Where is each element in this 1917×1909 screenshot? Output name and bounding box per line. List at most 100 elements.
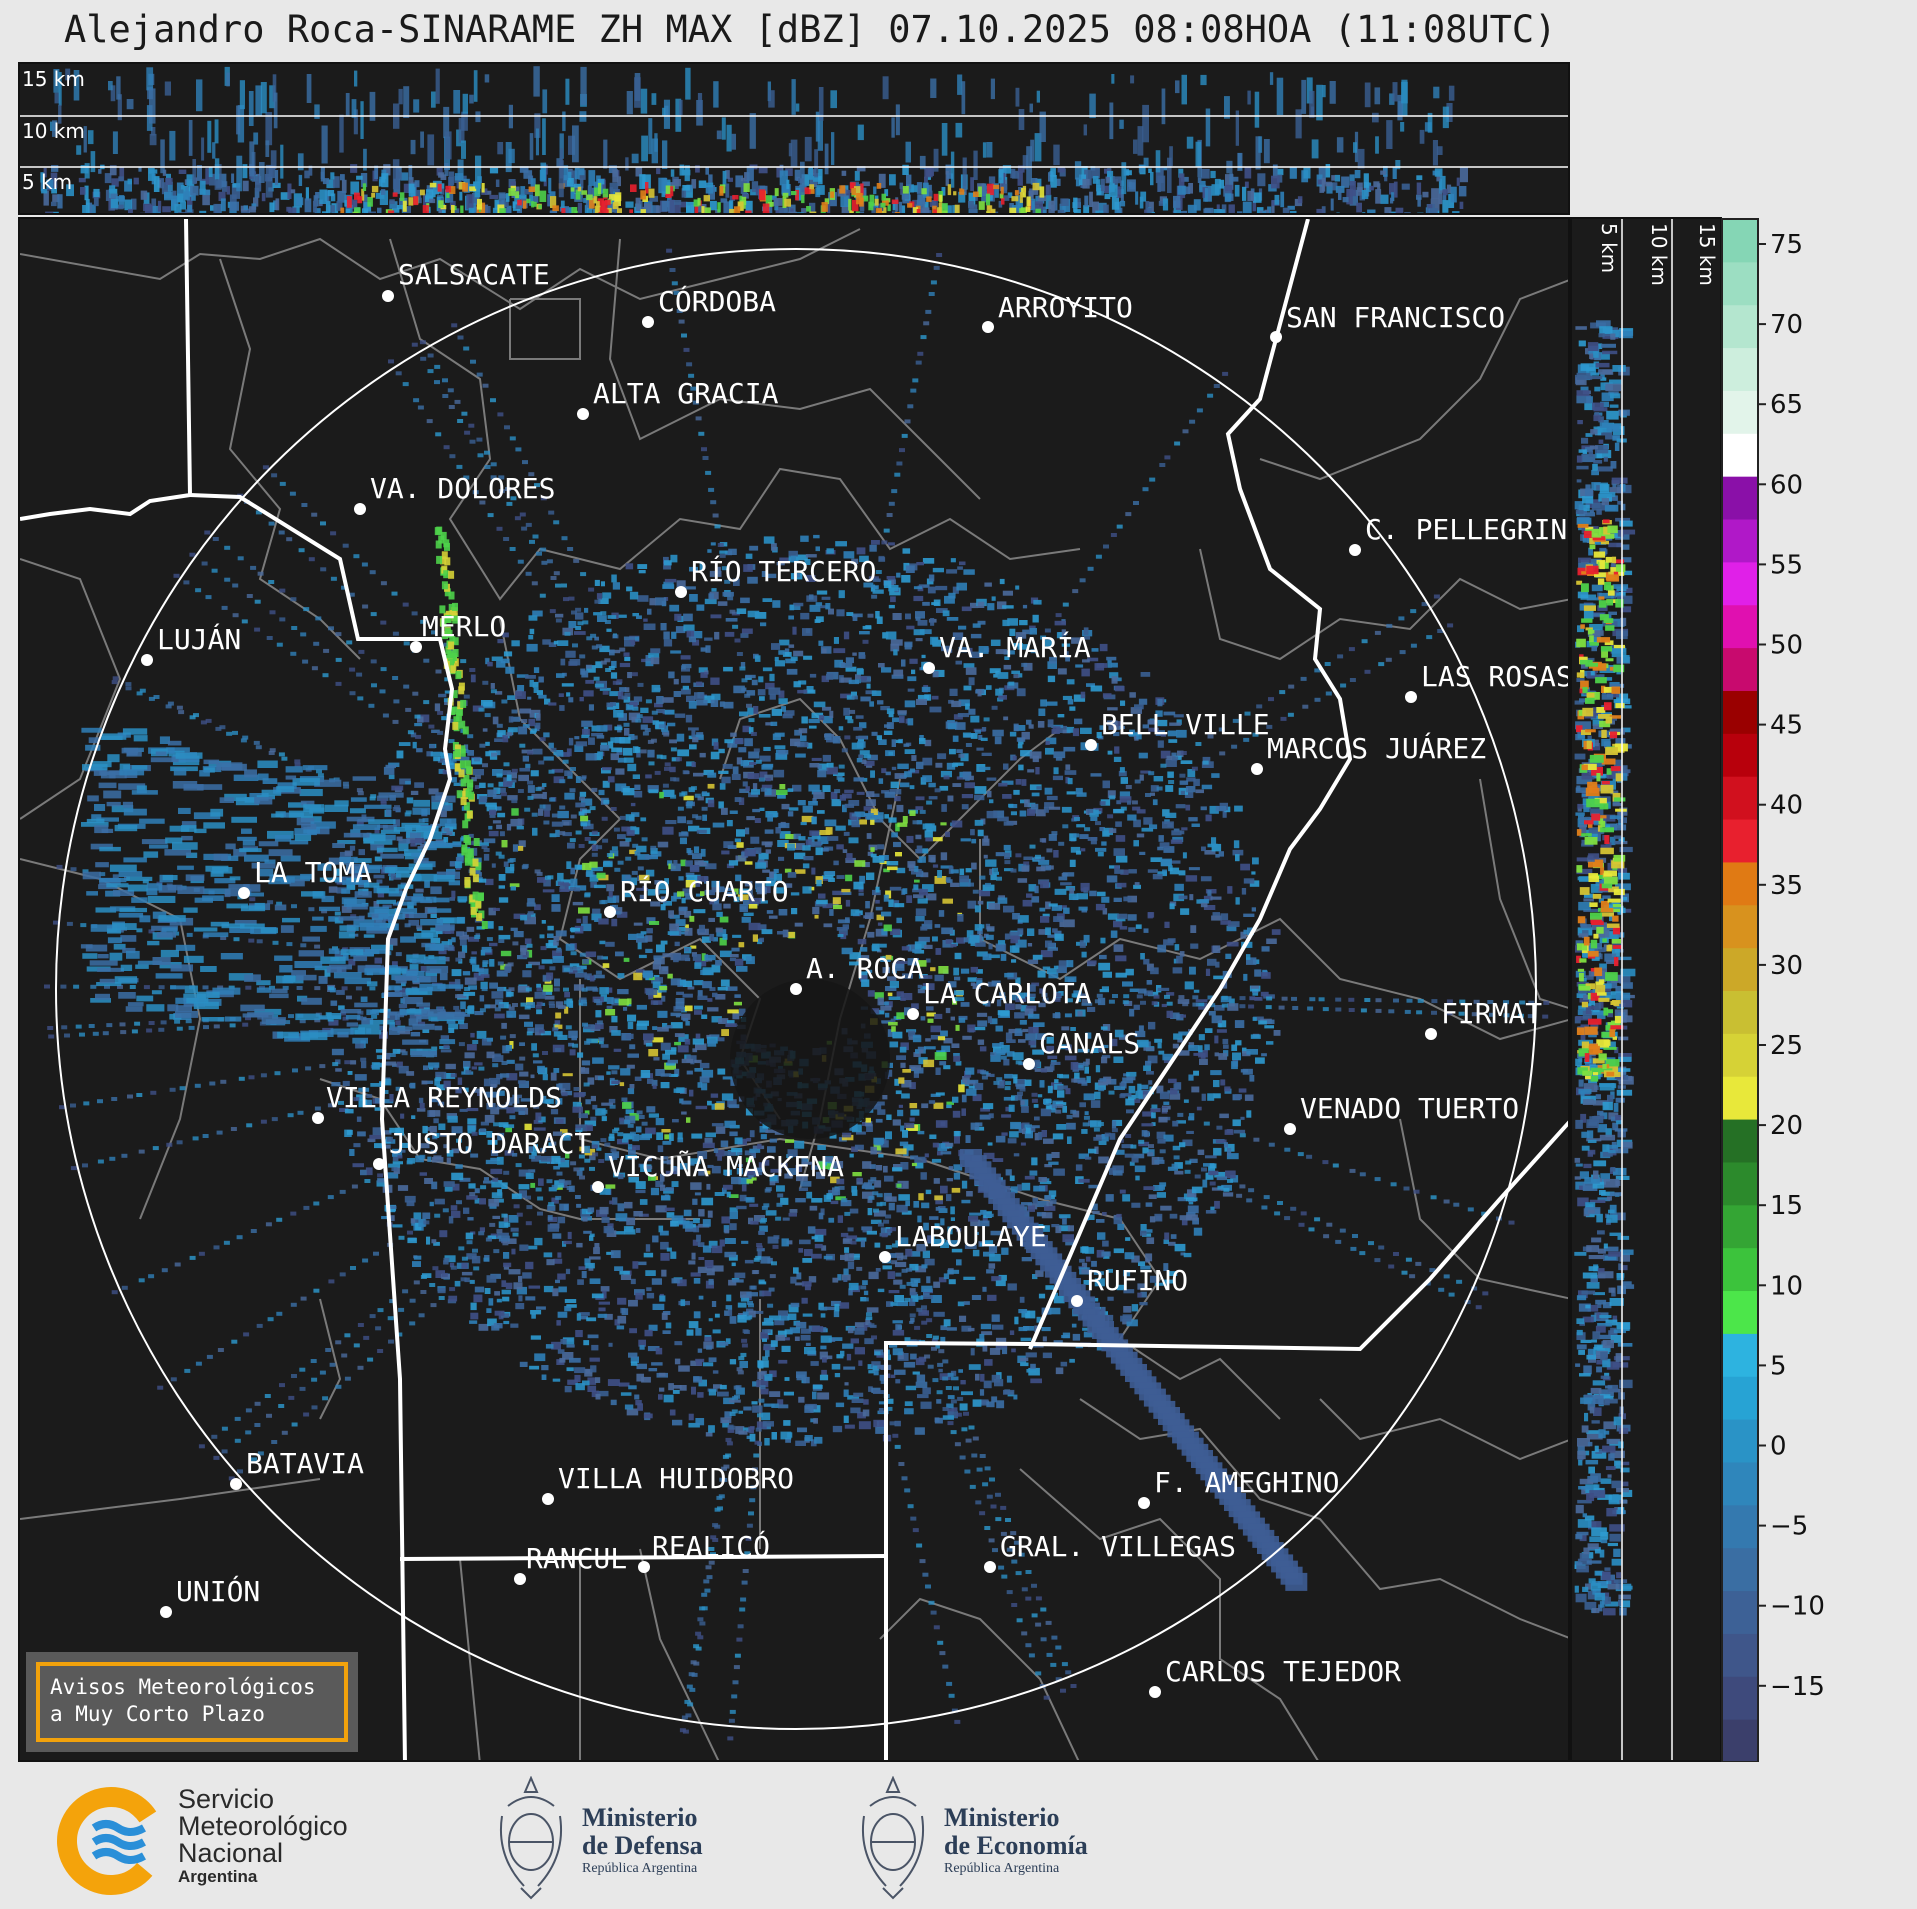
city-marker: RANCUL (514, 1542, 627, 1585)
colorbar-tick-label: 35 (1770, 871, 1803, 901)
defensa-line-2: de Defensa (582, 1831, 703, 1860)
side-cross-section-svg: 5 km 10 km 15 km (1574, 219, 1719, 1760)
height-label-5km: 5 km (22, 170, 72, 194)
colorbar-tick-label: 10 (1770, 1271, 1803, 1301)
colorbar-tick-label: 20 (1770, 1111, 1803, 1141)
colorbar-swatch (1722, 1333, 1758, 1377)
city-marker: VICUÑA MACKENA (592, 1149, 844, 1193)
colorbar-swatch (1722, 1161, 1758, 1206)
colorbar-swatch (1722, 690, 1758, 734)
colorbar-swatch (1722, 433, 1758, 477)
colorbar-swatch (1722, 647, 1758, 691)
colorbar-tick-label: −10 (1770, 1592, 1825, 1622)
city-marker: VILLA REYNOLDS (312, 1081, 562, 1124)
colorbar-swatch (1722, 304, 1758, 349)
smn-line-1: Servicio (178, 1784, 275, 1814)
radar-range-ring (55, 248, 1537, 1730)
colorbar-frame (1721, 218, 1759, 1762)
city-marker: SALSACATE (382, 258, 550, 302)
city-markers: SALSACATE CÓRDOBA ARROYITO SAN FRANCISCO… (141, 258, 1568, 1698)
top-cross-section-panel: 15 km 10 km 5 km (18, 62, 1570, 215)
city-marker: BATAVIA (230, 1447, 364, 1490)
colorbar-tick-label: 50 (1770, 631, 1803, 661)
colorbar-swatch (1722, 819, 1758, 863)
colorbar-swatch (1722, 1376, 1758, 1420)
colorbar-tick-label: 45 (1770, 711, 1803, 741)
city-marker: A. ROCA (790, 952, 924, 995)
colorbar-tick-label: 65 (1770, 390, 1803, 420)
defensa-logo-text: Ministerio de Defensa República Argentin… (582, 1804, 703, 1878)
colorbar-swatch (1722, 1419, 1758, 1463)
smn-line-3: Nacional (178, 1838, 284, 1868)
colorbar-tick-label: 40 (1770, 791, 1803, 821)
city-marker: LA TOMA (238, 856, 372, 899)
city-marker: F. AMEGHINO (1138, 1466, 1339, 1509)
side-height-label-5km: 5 km (1597, 223, 1621, 273)
radar-map-svg: SALSACATE CÓRDOBA ARROYITO SAN FRANCISCO… (20, 219, 1568, 1760)
colorbar-tick-label: 0 (1770, 1432, 1787, 1462)
colorbar-swatch (1722, 1247, 1758, 1292)
city-marker: VA. MARÍA (923, 630, 1091, 674)
colorbar-swatch (1722, 561, 1758, 606)
top-cross-section-svg: 15 km 10 km 5 km (20, 66, 1568, 213)
side-cross-section-panel: 5 km 10 km 15 km (1570, 217, 1722, 1762)
side-echo-layer (1574, 320, 1636, 1616)
colorbar-tick-label: 30 (1770, 951, 1803, 981)
city-marker: VILLA HUIDOBRO (542, 1462, 794, 1505)
radar-map-panel: SALSACATE CÓRDOBA ARROYITO SAN FRANCISCO… (18, 217, 1570, 1762)
economia-line-3: República Argentina (944, 1861, 1060, 1876)
defensa-line-1: Ministerio (582, 1803, 698, 1832)
city-marker: RÍO CUARTO (604, 874, 789, 918)
colorbar-swatch (1722, 733, 1758, 777)
colorbar-swatch (1722, 1719, 1758, 1762)
city-marker: MARCOS JUÁREZ (1251, 731, 1486, 775)
colorbar-tick-label: −5 (1770, 1512, 1808, 1542)
city-marker: FIRMAT (1425, 997, 1542, 1040)
colorbar-swatch (1722, 1033, 1758, 1077)
colorbar-swatch (1722, 1204, 1758, 1249)
colorbar-swatch (1722, 347, 1758, 391)
city-marker: SAN FRANCISCO (1270, 301, 1505, 343)
colorbar-swatch (1722, 776, 1758, 820)
city-marker: RUFINO (1071, 1264, 1188, 1307)
smn-line-2: Meteorológico (178, 1811, 348, 1841)
city-marker: JUSTO DARACT (373, 1127, 591, 1170)
notice-box-inner: Avisos Meteorológicos a Muy Corto Plazo (36, 1662, 348, 1742)
colorbar-tick-label: −15 (1770, 1672, 1825, 1702)
colorbar-swatch (1722, 904, 1758, 949)
city-marker: MERLO (410, 610, 506, 653)
smn-line-4: Argentina (178, 1867, 258, 1886)
city-marker: LA CARLOTA (907, 977, 1092, 1020)
notice-line-2: a Muy Corto Plazo (50, 1702, 265, 1726)
side-height-label-15km: 15 km (1695, 223, 1719, 286)
side-height-label-10km: 10 km (1647, 223, 1671, 286)
colorbar-swatch (1722, 1290, 1758, 1334)
economia-seal-icon (862, 1776, 924, 1900)
city-marker: BELL VILLE (1085, 708, 1270, 751)
colorbar-swatch (1722, 947, 1758, 991)
city-marker: ALTA GRACIA (577, 377, 779, 420)
top-echo-layer (40, 66, 1468, 213)
city-marker: ARROYITO (982, 291, 1133, 333)
height-label-10km: 10 km (22, 119, 85, 143)
radar-echo-layer (44, 248, 1550, 1741)
colorbar-swatch (1722, 604, 1758, 649)
city-marker: REALICÓ (638, 1529, 770, 1573)
colorbar-tick-label: 60 (1770, 470, 1803, 500)
colorbar-swatch (1722, 1076, 1758, 1120)
defensa-seal-icon (500, 1776, 562, 1900)
city-marker: LABOULAYE (879, 1220, 1047, 1263)
smn-logo-icon (57, 1787, 165, 1895)
notice-box[interactable]: Avisos Meteorológicos a Muy Corto Plazo (26, 1652, 358, 1752)
province-boundaries (20, 219, 1568, 1760)
city-marker: CANALS (1023, 1027, 1140, 1070)
colorbar-swatch (1722, 1119, 1758, 1163)
height-label-15km: 15 km (22, 67, 85, 91)
footer-logos: Servicio Meteorológico Nacional Argentin… (0, 1770, 1917, 1909)
colorbar-swatch (1722, 1547, 1758, 1592)
colorbar-swatch (1722, 1590, 1758, 1634)
colorbar-swatch (1722, 1633, 1758, 1677)
city-marker: VENADO TUERTO (1284, 1092, 1519, 1135)
